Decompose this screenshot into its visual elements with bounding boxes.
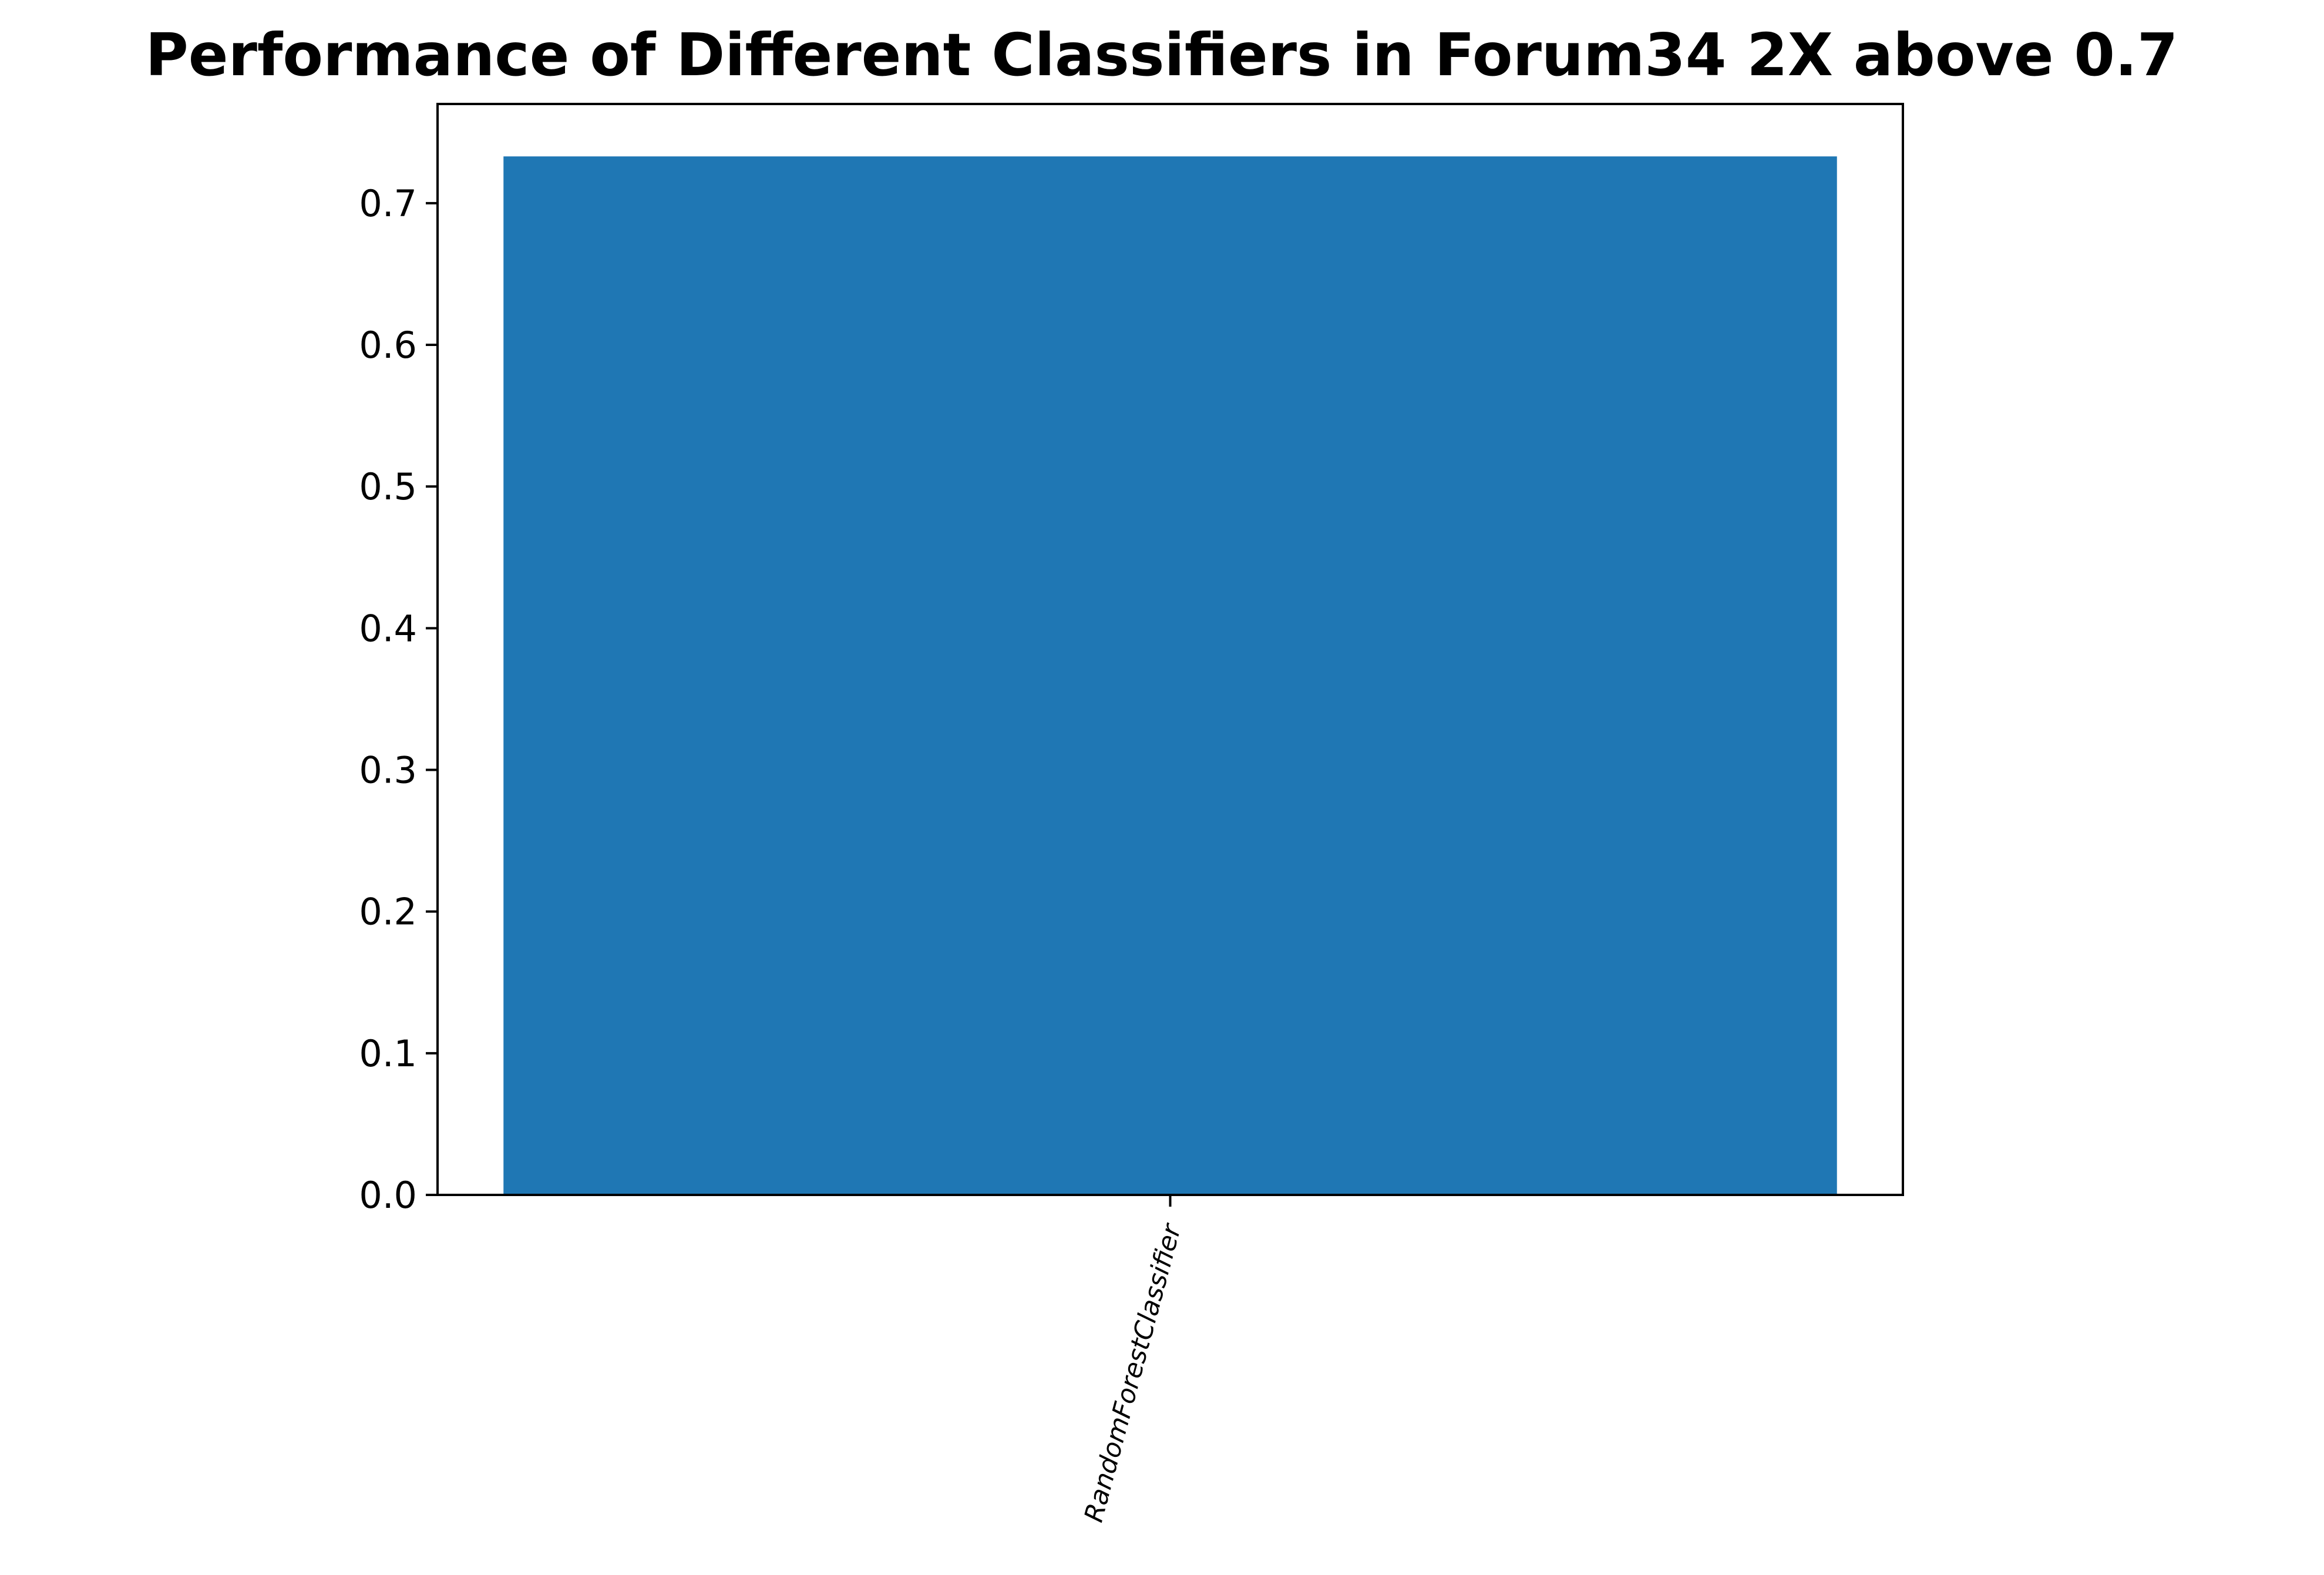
ytick-label: 0.7 [359,182,417,225]
ytick-label: 0.5 [359,465,417,508]
ytick-label: 0.2 [359,891,417,933]
ytick-label: 0.6 [359,324,417,367]
ytick-label: 0.4 [359,607,417,650]
ytick-label: 0.0 [359,1174,417,1217]
axes-frame [436,103,1904,1196]
xtick-label: RandomForestClassifier [1079,1220,1188,1525]
ytick-label: 0.3 [359,748,417,791]
plot-area: RandomForestClassifier 0.0 0.1 0.2 0.3 0.4 0.5… [359,103,1904,1525]
chart-title: Performance of Different Classifiers in … [145,21,2178,89]
ytick-label: 0.1 [359,1032,417,1075]
bar-randomforestclassifier [503,156,1837,1195]
